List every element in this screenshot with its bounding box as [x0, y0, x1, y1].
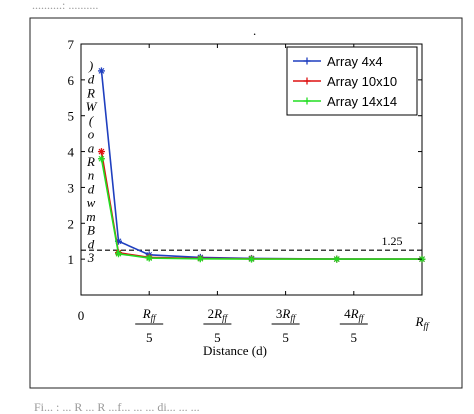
y-label-char: B [87, 223, 95, 238]
y-tick-label: 7 [68, 37, 75, 52]
y-label-char: d [88, 181, 95, 196]
y-tick-label: 5 [68, 109, 75, 124]
y-label-char: a [88, 140, 95, 155]
y-tick-label: 4 [68, 145, 75, 160]
x-tick-label: Rff [415, 314, 430, 331]
y-label-char: d [88, 236, 95, 251]
y-label-char: ( [89, 113, 94, 128]
series-point-2 [248, 255, 255, 263]
series-point-2 [97, 155, 105, 163]
legend-entry: Array 10x10 [293, 74, 397, 89]
y-label-char: R [86, 85, 95, 100]
series-point-2 [115, 250, 123, 258]
caption-fragment: Fi... : ... R ... R ...f... ... ... di..… [34, 400, 200, 414]
legend-entry: Array 4x4 [293, 54, 383, 69]
y-label-char: W [86, 99, 98, 114]
series-point-0 [97, 67, 105, 75]
y-tick-label: 2 [68, 216, 75, 231]
x-tick-numerator: 3Rff [276, 306, 297, 323]
y-label-char: d [88, 72, 95, 87]
x-tick-numerator: Rff [142, 306, 157, 323]
x-axis-ticks: 0 Rff 5 2Rff 5 3Rff 5 4Rff 5 Rff [78, 44, 430, 345]
top-dot: . [253, 23, 256, 38]
x-tick-fraction: Rff 5 [135, 306, 164, 345]
legend-label: Array 4x4 [327, 54, 383, 69]
y-label-char: R [86, 154, 95, 169]
series-point-1 [97, 148, 105, 156]
x-tick-numerator: 2Rff [208, 306, 229, 323]
x-tick-fraction: 3Rff 5 [271, 306, 300, 345]
legend-label: Array 10x10 [327, 74, 397, 89]
y-tick-label: 1 [68, 252, 75, 267]
x-tick-denominator: 5 [214, 330, 221, 345]
y-label-char: m [86, 209, 95, 224]
series-point-2 [333, 255, 341, 263]
x-tick-fraction: 4Rff 5 [339, 306, 368, 345]
y-label-char: w [87, 195, 96, 210]
x-tick-fraction: 2Rff 5 [203, 306, 232, 345]
y-axis-ticks: 1 2 3 4 5 6 7 [68, 37, 422, 296]
y-label-char: 3 [87, 250, 95, 265]
y-tick-label: 3 [68, 180, 75, 195]
x-tick-denominator: 5 [351, 330, 358, 345]
y-label-char: o [88, 127, 95, 142]
legend: Array 4x4 Array 10x10 Array 14x14 [286, 46, 418, 116]
x-tick-denominator: 5 [146, 330, 153, 345]
y-tick-label: 6 [68, 73, 75, 88]
x-axis-label: Distance (d) [203, 343, 267, 358]
series-point-2 [145, 254, 153, 262]
header-fragment: ..........: .......... [32, 0, 98, 12]
legend-label: Array 14x14 [327, 94, 397, 109]
x-tick-numerator: 4Rff [344, 306, 365, 323]
y-label-char: n [88, 168, 95, 183]
legend-entry: Array 14x14 [293, 94, 397, 109]
y-label-char: ) [88, 58, 93, 73]
reference-line-label: 1.25 [382, 234, 403, 248]
x-tick-denominator: 5 [282, 330, 289, 345]
series-point-2 [196, 255, 204, 263]
x-tick-label: 0 [78, 308, 85, 323]
